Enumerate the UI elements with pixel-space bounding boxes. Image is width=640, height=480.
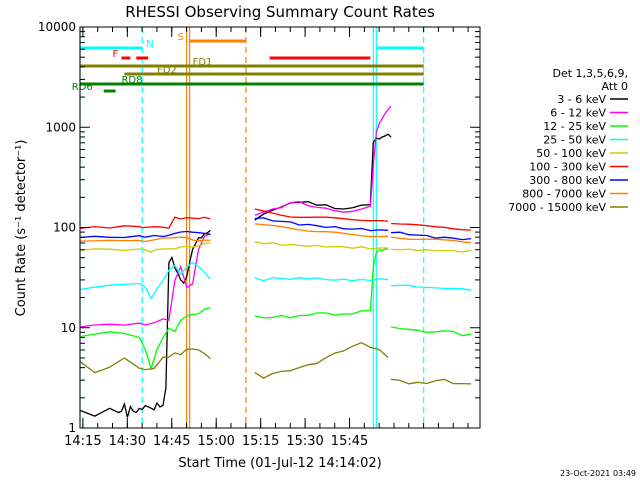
series-line-1-seg-1	[254, 105, 392, 216]
series-line-4-seg-2	[391, 248, 472, 253]
series-line-2-seg-0	[79, 307, 211, 371]
legend-entry-label-0: 3 - 6 keV	[557, 93, 606, 106]
state-label-7: FD2	[157, 65, 177, 76]
y-tick-label-3: 1000	[45, 120, 76, 134]
chart-title: RHESSI Observing Summary Count Rates	[125, 3, 435, 21]
series-line-7-seg-2	[391, 236, 472, 244]
state-label-8: RD8	[121, 75, 142, 86]
timestamp: 23-Oct-2021 03:49	[560, 469, 636, 478]
series-line-4-seg-0	[79, 242, 211, 253]
series-line-0-seg-2	[369, 133, 392, 203]
legend-entry-label-8: 7000 - 15000 keV	[508, 201, 606, 214]
state-label-9: RD6	[72, 82, 93, 93]
series-line-7-seg-0	[79, 236, 211, 243]
legend-header-line1: Det 1,3,5,6,9,	[552, 67, 628, 80]
x-tick-label-0: 14:15	[64, 434, 101, 449]
legend-entry-label-2: 12 - 25 keV	[543, 120, 606, 133]
x-tick-label-6: 15:45	[331, 434, 368, 449]
x-tick-label-4: 15:15	[242, 434, 279, 449]
series-line-1-seg-0	[79, 233, 211, 328]
y-tick-label-2: 100	[53, 221, 76, 235]
series-line-4-seg-1	[254, 240, 389, 250]
y-axis-label: Count Rate (s⁻¹ detector⁻¹)	[14, 140, 29, 317]
legend-entry-label-1: 6 - 12 keV	[550, 107, 606, 120]
legend-entry-label-5: 100 - 300 keV	[529, 161, 606, 174]
x-tick-label-1: 14:30	[109, 434, 146, 449]
y-tick-label-0: 1	[68, 421, 76, 435]
series-line-5-seg-0	[79, 216, 211, 230]
x-tick-label-2: 14:45	[153, 434, 190, 449]
series-line-3-seg-2	[391, 284, 472, 291]
series-line-3-seg-1	[254, 276, 389, 282]
legend-entry-label-3: 25 - 50 keV	[543, 134, 606, 147]
x-tick-label-3: 15:00	[197, 434, 234, 449]
axes: 1 10 100 1000 10000 14:15 14:30 14:45 15:00 15:15…	[38, 20, 481, 449]
series-line-8-seg-1	[254, 341, 389, 379]
series-line-8-seg-0	[79, 348, 211, 374]
series-line-6-seg-1	[254, 217, 389, 232]
series-line-2-seg-1	[254, 248, 389, 319]
series-line-8-seg-2	[391, 378, 472, 385]
legend-entry-label-4: 50 - 100 keV	[536, 147, 606, 160]
state-label-3: F	[112, 49, 118, 60]
legend-header-line2: Att 0	[602, 80, 628, 93]
state-label-6: FD1	[193, 57, 213, 68]
y-tick-label-4: 10000	[38, 20, 76, 34]
series-line-6-seg-2	[391, 231, 472, 241]
series-line-6-seg-0	[79, 230, 211, 239]
legend-entry-label-6: 300 - 800 keV	[529, 174, 606, 187]
series-line-7-seg-1	[254, 223, 389, 238]
series-line-5-seg-2	[391, 222, 472, 231]
state-label-0: N	[146, 39, 153, 50]
series-line-0-seg-0	[79, 229, 211, 418]
series-line-3-seg-0	[79, 261, 211, 300]
series-line-0-seg-1	[254, 201, 371, 221]
plot-area: N S F FD1 FD2 RD8 RD6	[72, 27, 472, 428]
y-tick-label-1: 10	[61, 321, 76, 335]
x-axis-label: Start Time (01-Jul-12 14:14:02)	[178, 456, 381, 471]
legend-entry-label-7: 800 - 7000 keV	[522, 188, 606, 201]
series-line-2-seg-2	[390, 326, 472, 337]
x-tick-label-5: 15:30	[286, 434, 323, 449]
state-label-2: S	[178, 32, 184, 43]
series-line-5-seg-1	[254, 208, 389, 222]
